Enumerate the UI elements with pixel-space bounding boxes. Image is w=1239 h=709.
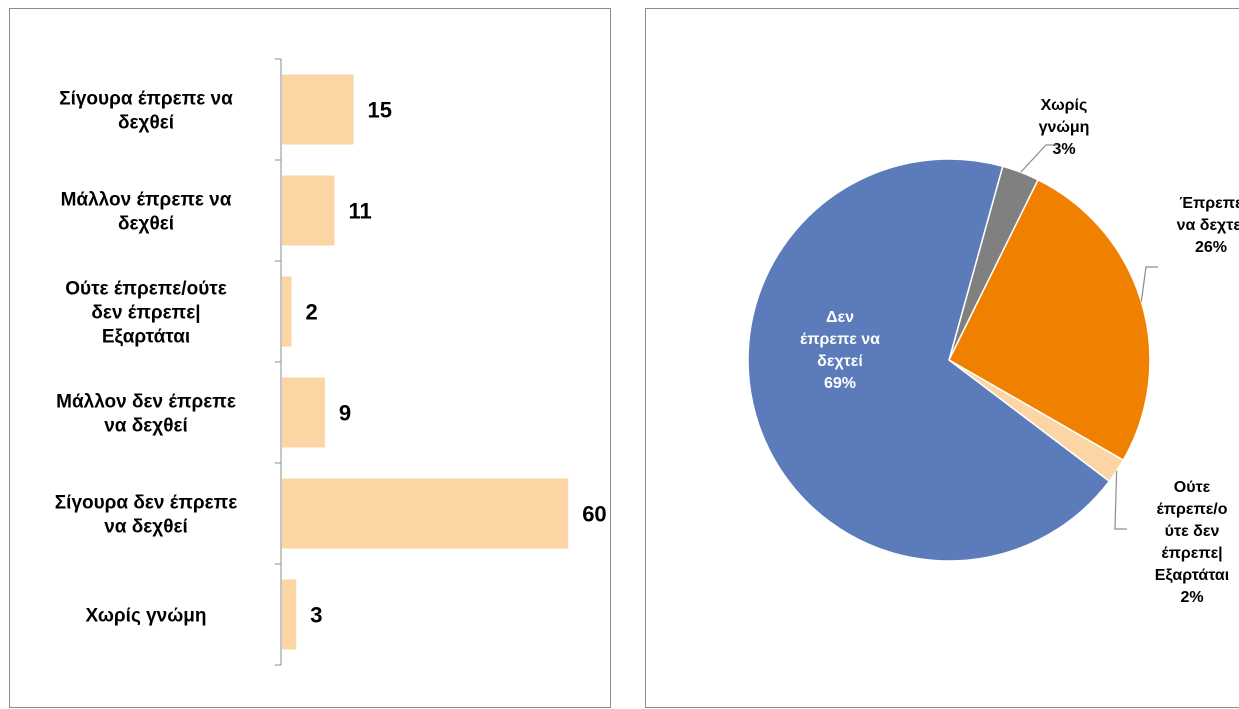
bar xyxy=(282,276,292,347)
bar xyxy=(282,377,325,448)
category-label: Ούτε έπρεπε/ούτε δεν έπρεπε| Εξαρτάται xyxy=(65,279,227,348)
category-label: Μάλλον δεν έπρεπε να δεχθεί xyxy=(56,392,236,437)
category-label: Σίγουρα έπρεπε να δεχθεί xyxy=(59,89,233,134)
pie-slice-label: Ούτε έπρεπε/ο ύτε δεν έπρεπε| Εξαρτάται 2% xyxy=(1155,479,1229,606)
bar xyxy=(282,579,297,650)
data-label: 3 xyxy=(310,603,322,628)
leader-line xyxy=(1020,144,1058,173)
category-label: Μάλλον έπρεπε να δεχθεί xyxy=(61,190,232,235)
pie-slice-label: Χωρίς γνώμη 3% xyxy=(1039,97,1090,158)
leader-line xyxy=(1114,470,1127,530)
bar xyxy=(282,478,569,549)
pie-chart-panel: Χωρίς γνώμη 3% Έπρεπε να δεχτεί 26% Ούτε έπρεπε… xyxy=(645,8,1239,708)
category-label: Χωρίς γνώμη xyxy=(85,606,206,627)
pie-slice-label: Έπρεπε να δεχτεί 26% xyxy=(1177,195,1239,256)
pie-chart: Χωρίς γνώμη 3% Έπρεπε να δεχτεί 26% Ούτε έπρεπε… xyxy=(747,97,1239,606)
leader-line xyxy=(1140,266,1158,302)
data-label: 60 xyxy=(582,502,606,527)
category-label: Σίγουρα δεν έπρεπε να δεχθεί xyxy=(55,493,237,538)
data-label: 9 xyxy=(339,401,351,426)
bar-chart-panel: 15 Σίγουρα έπρεπε να δεχθεί 11 Μάλλον έπρεπε… xyxy=(9,8,611,708)
bar xyxy=(282,74,354,145)
data-label: 11 xyxy=(348,199,371,224)
pie-slice-label: Δεν έπρεπε να δεχτεί 69% xyxy=(800,309,880,392)
bar-chart: 15 Σίγουρα έπρεπε να δεχθεί 11 Μάλλον έπρεπε… xyxy=(55,58,607,666)
data-label: 15 xyxy=(368,98,392,123)
bar xyxy=(282,175,335,246)
pie-slice xyxy=(747,158,1111,562)
data-label: 2 xyxy=(306,300,318,325)
